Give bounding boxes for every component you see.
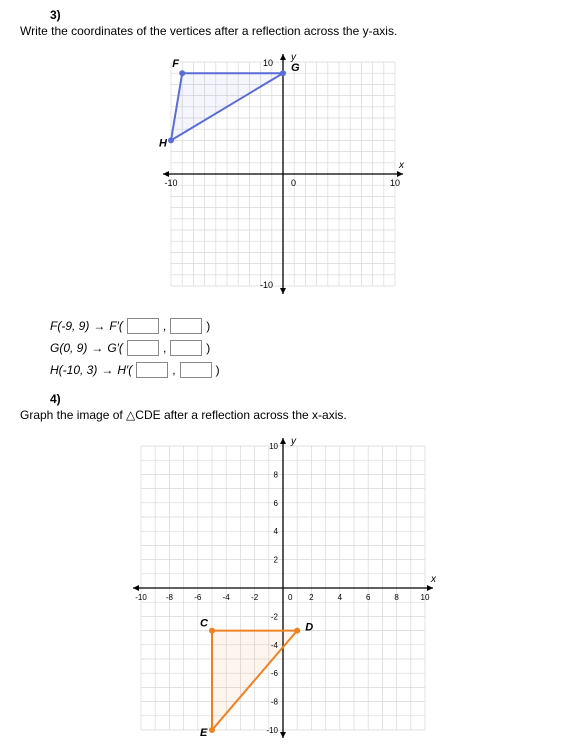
svg-text:-10: -10	[135, 593, 147, 602]
q4-number: 4)	[50, 392, 546, 406]
answer-row: F(-9, 9) → F′( , )	[50, 318, 546, 334]
svg-text:F: F	[172, 58, 179, 70]
q3-prompt: Write the coordinates of the vertices af…	[20, 24, 546, 38]
svg-text:0: 0	[288, 593, 293, 602]
comma: ,	[163, 319, 166, 333]
prime-label: H′(	[117, 363, 132, 377]
svg-text:0: 0	[291, 178, 296, 188]
x-input[interactable]	[127, 340, 159, 356]
svg-text:4: 4	[274, 527, 279, 536]
arrow: →	[101, 363, 113, 377]
svg-text:y: y	[290, 436, 297, 447]
orig-label: H(-10, 3)	[50, 363, 97, 377]
svg-text:4: 4	[338, 593, 343, 602]
svg-text:-4: -4	[223, 593, 231, 602]
svg-text:10: 10	[269, 442, 278, 451]
comma: ,	[163, 341, 166, 355]
q3-graph: 10-10-10100yxFGH	[153, 44, 413, 304]
answer-row: H(-10, 3) → H′( , )	[50, 362, 546, 378]
y-input[interactable]	[170, 340, 202, 356]
close-paren: )	[206, 319, 210, 333]
svg-text:x: x	[430, 574, 437, 585]
svg-text:H: H	[159, 137, 168, 149]
svg-text:10: 10	[263, 58, 273, 68]
svg-text:G: G	[291, 62, 300, 74]
y-input[interactable]	[180, 362, 212, 378]
close-paren: )	[216, 363, 220, 377]
q4-graph: -10-10-8-8-6-6-4-4-2-22244668810100yxCDE	[123, 428, 443, 748]
svg-text:-6: -6	[271, 669, 279, 678]
svg-text:8: 8	[394, 593, 399, 602]
svg-text:-8: -8	[271, 698, 279, 707]
svg-text:8: 8	[274, 470, 279, 479]
orig-label: G(0, 9)	[50, 341, 87, 355]
svg-text:-10: -10	[266, 726, 278, 735]
svg-text:E: E	[200, 727, 208, 739]
svg-text:-8: -8	[166, 593, 174, 602]
svg-text:-10: -10	[164, 178, 177, 188]
q3-number: 3)	[50, 8, 546, 22]
q3-graph-container: 10-10-10100yxFGH	[20, 44, 546, 304]
orig-label: F(-9, 9)	[50, 319, 89, 333]
svg-text:-6: -6	[194, 593, 202, 602]
arrow: →	[93, 319, 105, 333]
x-input[interactable]	[136, 362, 168, 378]
svg-text:10: 10	[390, 178, 400, 188]
close-paren: )	[206, 341, 210, 355]
svg-text:C: C	[200, 618, 209, 630]
svg-text:x: x	[398, 160, 405, 171]
svg-text:-2: -2	[251, 593, 259, 602]
answer-row: G(0, 9) → G′( , )	[50, 340, 546, 356]
svg-text:2: 2	[309, 593, 314, 602]
svg-text:2: 2	[274, 556, 279, 565]
q3-answers: F(-9, 9) → F′( , ) G(0, 9) → G′( , ) H(-…	[50, 318, 546, 378]
prime-label: G′(	[107, 341, 123, 355]
q4-graph-container: -10-10-8-8-6-6-4-4-2-22244668810100yxCDE	[20, 428, 546, 748]
q4-prompt: Graph the image of △CDE after a reflecti…	[20, 408, 546, 422]
svg-text:6: 6	[274, 499, 279, 508]
svg-text:6: 6	[366, 593, 371, 602]
prime-label: F′(	[109, 319, 123, 333]
arrow: →	[91, 341, 103, 355]
svg-text:-2: -2	[271, 612, 279, 621]
svg-text:10: 10	[421, 593, 430, 602]
x-input[interactable]	[127, 318, 159, 334]
y-input[interactable]	[170, 318, 202, 334]
comma: ,	[172, 363, 175, 377]
svg-text:D: D	[305, 622, 313, 634]
svg-text:-10: -10	[260, 280, 273, 290]
